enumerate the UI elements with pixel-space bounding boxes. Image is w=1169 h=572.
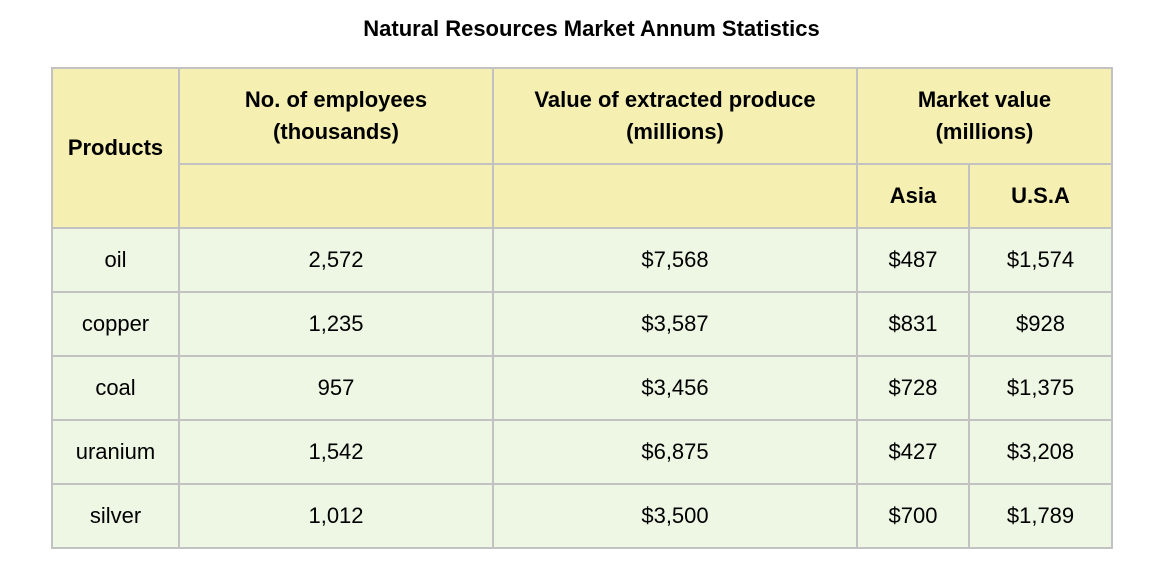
usa-market-cell: $1,789 <box>967 483 1114 549</box>
header-market-line1: Market value <box>917 87 1052 112</box>
statistics-table: Products No. of employees (thousands) Va… <box>51 67 1114 549</box>
usa-market-cell: $928 <box>967 291 1114 357</box>
table-row: oil 2,572 $7,568 $487 $1,574 <box>51 227 1114 293</box>
usa-market-cell: $1,375 <box>967 355 1114 421</box>
subheader-empty-extracted <box>492 163 858 229</box>
asia-market-cell: $831 <box>856 291 970 357</box>
employees-cell: 1,235 <box>178 291 494 357</box>
employees-cell: 957 <box>178 355 494 421</box>
table-row: uranium 1,542 $6,875 $427 $3,208 <box>51 419 1114 485</box>
subheader-row: Asia U.S.A <box>52 163 1114 229</box>
subheader-empty-employees <box>178 163 494 229</box>
usa-market-cell: $1,574 <box>967 227 1114 293</box>
asia-market-cell: $487 <box>856 227 970 293</box>
header-employees-line1: No. of employees <box>244 87 428 112</box>
header-extracted-value: Value of extracted produce (millions) <box>492 67 858 165</box>
asia-market-cell: $700 <box>856 483 970 549</box>
product-cell: silver <box>51 483 180 549</box>
header-market-value: Market value (millions) <box>855 67 1114 165</box>
employees-cell: 2,572 <box>178 227 494 293</box>
asia-market-cell: $427 <box>856 419 970 485</box>
extracted-value-cell: $3,456 <box>492 355 858 421</box>
extracted-value-cell: $3,500 <box>492 483 858 549</box>
product-cell: uranium <box>51 419 180 485</box>
usa-market-cell: $3,208 <box>967 419 1114 485</box>
header-products: Products <box>51 67 180 229</box>
header-extracted-line2: (millions) <box>626 119 724 144</box>
product-cell: oil <box>51 227 180 293</box>
header-asia: Asia <box>856 163 970 229</box>
table-title: Natural Resources Market Annum Statistic… <box>363 16 820 41</box>
header-employees: No. of employees (thousands) <box>178 67 494 165</box>
product-cell: copper <box>51 291 180 357</box>
header-employees-line2: (thousands) <box>273 119 399 144</box>
header-market-line2: (millions) <box>935 119 1034 144</box>
employees-cell: 1,012 <box>178 483 494 549</box>
product-cell: coal <box>51 355 180 421</box>
extracted-value-cell: $7,568 <box>492 227 858 293</box>
table-row: copper 1,235 $3,587 $831 $928 <box>51 291 1114 357</box>
table-body: oil 2,572 $7,568 $487 $1,574 copper 1,235 $3,58… <box>51 227 1114 549</box>
employees-cell: 1,542 <box>178 419 494 485</box>
header-extracted-line1: Value of extracted produce <box>534 87 816 112</box>
table-row: coal 957 $3,456 $728 $1,375 <box>51 355 1114 421</box>
header-row: Products No. of employees (thousands) Va… <box>51 67 1114 229</box>
table-row: silver 1,012 $3,500 $700 $1,789 <box>51 483 1114 549</box>
extracted-value-cell: $6,875 <box>492 419 858 485</box>
header-usa: U.S.A <box>967 163 1114 229</box>
asia-market-cell: $728 <box>856 355 970 421</box>
extracted-value-cell: $3,587 <box>492 291 858 357</box>
